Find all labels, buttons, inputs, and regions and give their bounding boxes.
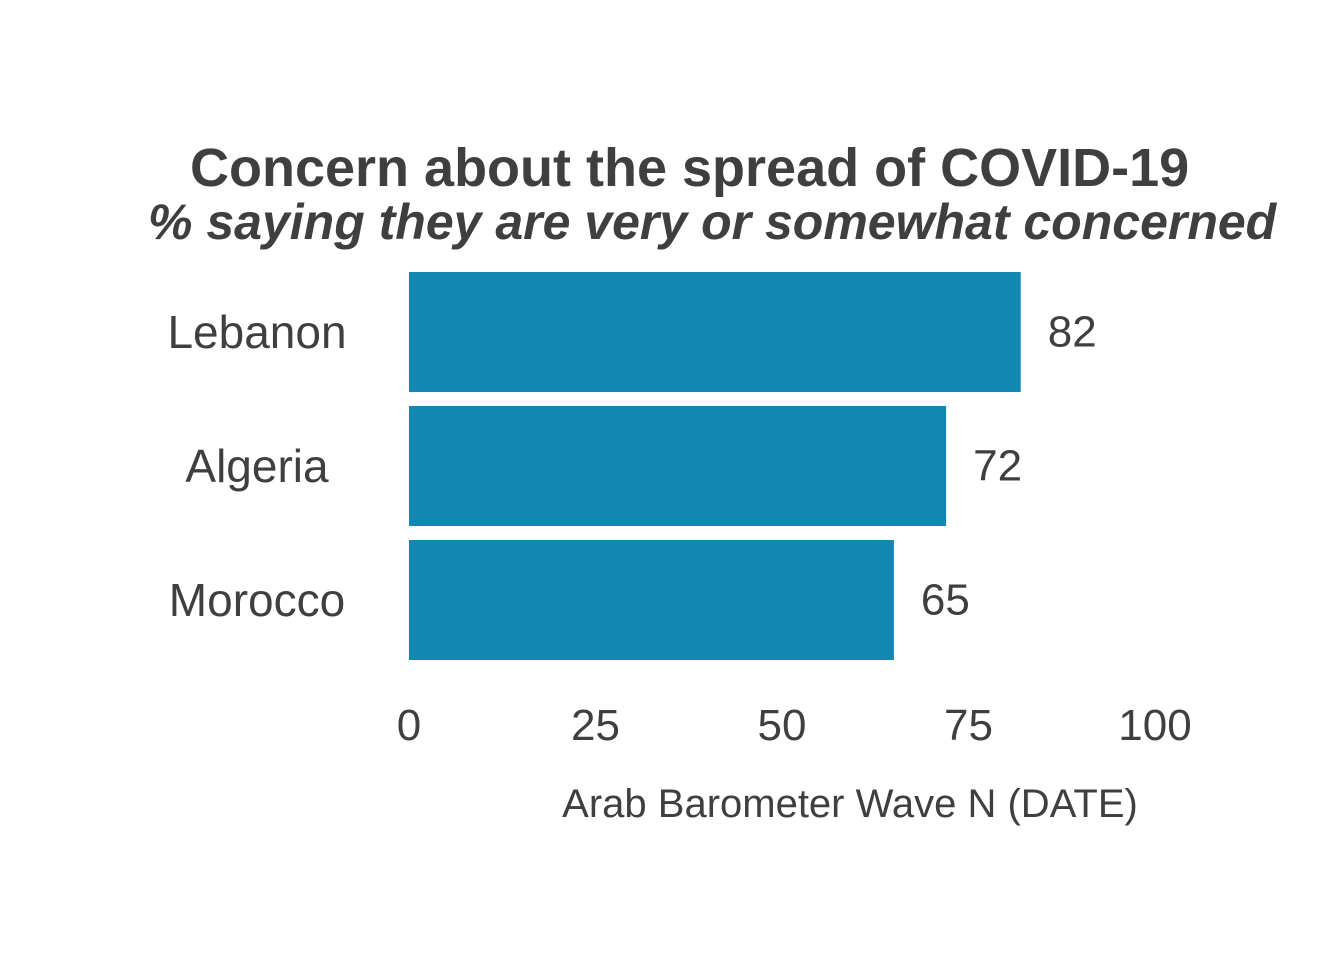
x-tick-label-50: 50 (758, 701, 807, 750)
value-label-morocco: 65 (921, 576, 970, 625)
category-labels-group: Lebanon Algeria Morocco (167, 306, 346, 626)
bar-algeria (409, 406, 947, 526)
x-tick-label-25: 25 (571, 701, 620, 750)
category-label-algeria: Algeria (185, 440, 329, 492)
category-label-lebanon: Lebanon (167, 306, 346, 358)
x-tick-label-75: 75 (944, 701, 993, 750)
value-label-lebanon: 82 (1048, 308, 1097, 357)
bar-morocco (409, 540, 894, 660)
value-label-algeria: 72 (973, 442, 1022, 491)
chart-title: Concern about the spread of COVID-19 (190, 138, 1190, 198)
x-tick-label-100: 100 (1118, 701, 1191, 750)
x-axis-ticks: 0 25 50 75 100 (397, 701, 1192, 750)
x-axis-title: Arab Barometer Wave N (DATE) (562, 782, 1138, 826)
chart-subtitle: % saying they are very or somewhat conce… (148, 194, 1277, 250)
bar-lebanon (409, 272, 1021, 392)
x-tick-label-0: 0 (397, 701, 421, 750)
value-labels-group: 82 72 65 (921, 308, 1097, 625)
category-label-morocco: Morocco (169, 574, 345, 626)
bars-group (409, 272, 1021, 660)
